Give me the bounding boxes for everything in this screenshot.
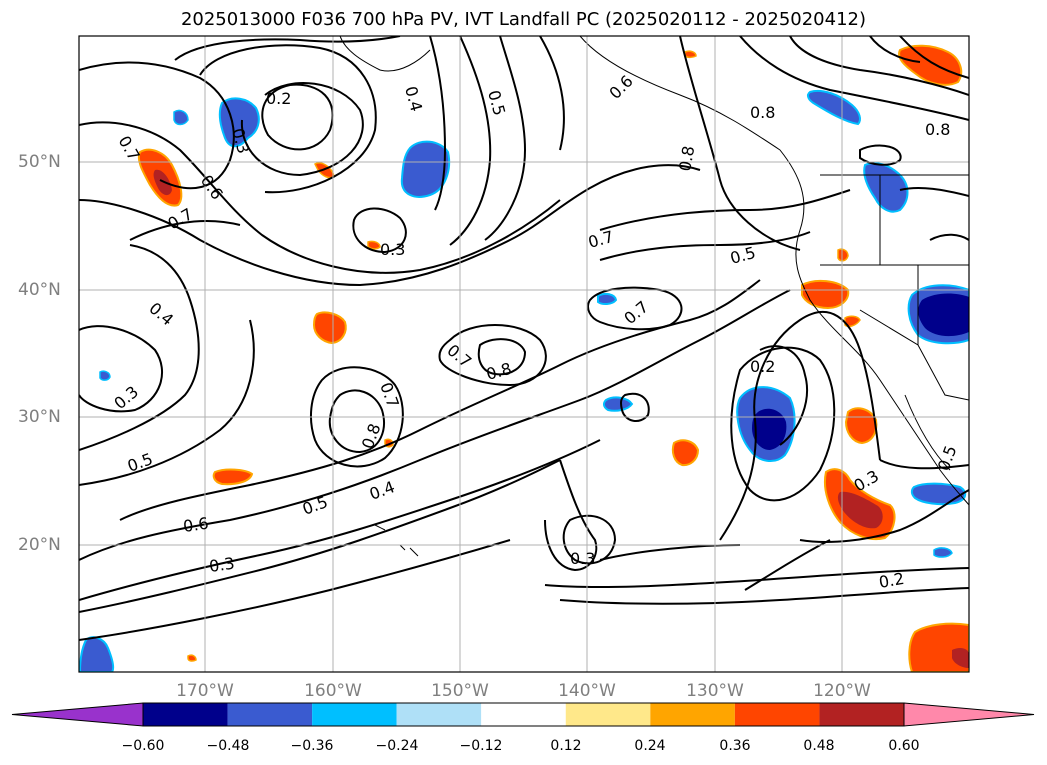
contour-label: 0.2 — [750, 357, 775, 376]
colorbar-tick: 0.36 — [719, 738, 751, 754]
colorbar-segment — [396, 703, 482, 726]
colorbar-tick: 0.24 — [634, 738, 666, 754]
negative-anomaly — [173, 109, 189, 126]
colorbar-tick: −0.36 — [290, 738, 334, 754]
lon-label-130w: 130°W — [686, 681, 744, 701]
colorbar-tick: 0.12 — [550, 738, 582, 754]
positive-anomaly — [844, 407, 878, 445]
colorbar-tick: −0.24 — [375, 738, 419, 754]
positive-anomaly — [684, 50, 697, 59]
colorbar-segment — [312, 703, 397, 726]
negative-anomaly — [79, 636, 115, 672]
colorbar-segment — [227, 703, 313, 726]
negative-anomaly — [910, 482, 967, 506]
colorbar-frame — [142, 702, 905, 727]
negative-anomaly — [99, 370, 111, 381]
contour-label: 0.3 — [208, 554, 236, 576]
colorbar — [11, 702, 1035, 727]
colorbar-segment — [143, 703, 228, 726]
colorbar-segment — [734, 703, 820, 726]
colorbar-segment — [565, 703, 651, 726]
lon-label-160w: 160°W — [304, 681, 362, 701]
colorbar-tick: −0.60 — [121, 738, 165, 754]
lat-label-50n: 50°N — [18, 152, 61, 172]
contour-label: 0.2 — [877, 569, 905, 592]
contour-label: 0.3 — [570, 549, 595, 568]
contour-label: 0.8 — [750, 103, 775, 122]
negative-anomaly — [400, 140, 450, 198]
positive-anomaly — [801, 279, 850, 310]
colorbar-segment — [650, 703, 735, 726]
colorbar-extend-low — [11, 702, 144, 727]
lon-label-140w: 140°W — [558, 681, 616, 701]
lat-label-20n: 20°N — [18, 535, 61, 555]
lon-label-170w: 170°W — [176, 681, 234, 701]
negative-anomaly — [597, 292, 618, 306]
map-frame — [78, 35, 970, 673]
map-panel: 0.7 0.6 0.7 0.2 0.3 0.4 0.5 0.3 0.4 0.3 … — [79, 36, 969, 672]
colorbar-extend-high — [903, 702, 1035, 727]
strong-positive-anomaly — [837, 491, 883, 529]
colorbar-segment — [819, 703, 904, 726]
positive-anomaly — [837, 248, 849, 262]
colorbar-tick: −0.48 — [206, 738, 250, 754]
strong-positive-anomaly — [952, 647, 969, 668]
negative-anomaly — [806, 89, 861, 126]
positive-anomaly — [367, 240, 381, 250]
negative-anomaly — [602, 396, 634, 412]
colorbar-tick: 0.48 — [803, 738, 835, 754]
lat-label-40n: 40°N — [18, 280, 61, 300]
map-title: 2025013000 F036 700 hPa PV, IVT Landfall… — [180, 9, 867, 30]
lon-label-150w: 150°W — [431, 681, 489, 701]
strong-negative-anomaly — [918, 293, 969, 337]
positive-anomaly — [898, 44, 963, 86]
negative-anomaly — [933, 547, 953, 558]
positive-anomaly — [671, 439, 700, 467]
lat-label-30n: 30°N — [18, 407, 61, 427]
shaded-anomalies — [79, 44, 969, 672]
contour-label: 0.2 — [266, 89, 291, 108]
colorbar-tick: 0.60 — [888, 738, 920, 754]
strong-negative-anomaly — [752, 408, 787, 450]
contour-label: 0.3 — [380, 240, 405, 259]
contour-label: 0.8 — [675, 144, 698, 172]
positive-anomaly — [187, 654, 197, 662]
positive-anomaly — [312, 311, 347, 345]
positive-anomaly — [212, 468, 254, 486]
colorbar-segment — [481, 703, 566, 726]
colorbar-tick: −0.12 — [459, 738, 503, 754]
contour-label: 0.8 — [925, 120, 950, 139]
lon-label-120w: 120°W — [813, 681, 871, 701]
graticule — [79, 36, 969, 672]
contour-label: 0.6 — [182, 514, 210, 536]
coastlines — [339, 36, 969, 557]
pv-contours — [79, 36, 969, 641]
